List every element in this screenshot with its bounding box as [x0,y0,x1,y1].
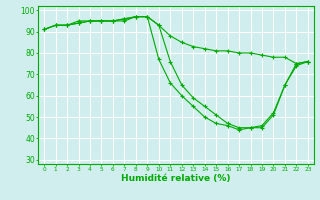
X-axis label: Humidité relative (%): Humidité relative (%) [121,174,231,183]
